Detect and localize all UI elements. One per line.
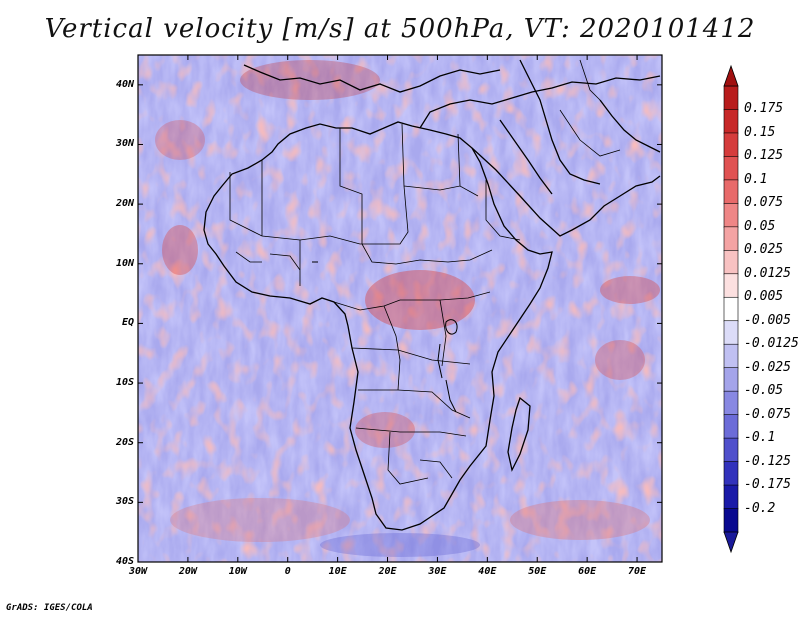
lon-label: 50E <box>528 566 547 577</box>
lat-label: 10N <box>115 257 134 269</box>
lon-label: 10E <box>328 566 347 577</box>
colorbar-swatch <box>723 226 739 252</box>
colorbar-label: 0.1 <box>744 171 768 187</box>
colorbar-bottom-arrow <box>723 531 739 554</box>
map-title: Vertical velocity [m/s] at 500hPa, VT: 2… <box>44 14 756 44</box>
colorbar-swatch <box>723 367 739 392</box>
colorbar-swatch <box>723 179 739 205</box>
colorbar <box>723 64 739 554</box>
lat-label: 40N <box>115 78 134 90</box>
colorbar-label: -0.1 <box>744 430 776 446</box>
colorbar-label: 0.0125 <box>744 265 791 281</box>
lon-label: 20W <box>178 566 197 577</box>
colorbar-label: -0.05 <box>744 383 784 399</box>
plot-frame <box>137 54 663 563</box>
colorbar-label: -0.005 <box>744 312 791 328</box>
colorbar-label: -0.2 <box>744 500 776 516</box>
colorbar-label: 0.075 <box>744 195 784 211</box>
lon-label: 60E <box>578 566 597 577</box>
colorbar-label: 0.175 <box>744 101 784 117</box>
colorbar-label: -0.0125 <box>744 336 799 352</box>
lat-label: 10S <box>115 377 134 389</box>
colorbar-swatch <box>723 320 739 346</box>
colorbar-swatch <box>723 343 739 369</box>
colorbar-swatch <box>723 109 739 134</box>
lon-label: 20E <box>378 566 397 577</box>
lat-label: 30N <box>115 138 134 150</box>
colorbar-swatch <box>723 437 739 463</box>
lon-label: 30E <box>428 566 447 577</box>
lat-label: 20S <box>115 436 134 448</box>
colorbar-swatch <box>723 132 739 158</box>
colorbar-swatch <box>723 273 739 299</box>
velocity-field <box>138 55 662 562</box>
lon-label: 10W <box>228 566 247 577</box>
colorbar-swatch <box>723 461 739 486</box>
colorbar-swatch <box>723 296 739 322</box>
colorbar-label: 0.125 <box>744 148 784 164</box>
colorbar-top-arrow <box>723 64 739 87</box>
colorbar-label: 0.005 <box>744 289 784 305</box>
colorbar-swatch <box>723 508 739 533</box>
colorbar-swatch <box>723 414 739 439</box>
colorbar-swatch <box>723 250 739 275</box>
colorbar-label: 0.025 <box>744 242 784 258</box>
lat-label: 30S <box>115 496 134 508</box>
colorbar-swatch <box>723 484 739 510</box>
colorbar-swatch <box>723 85 739 111</box>
axis-ticks <box>137 55 662 563</box>
colorbar-swatch <box>723 203 739 228</box>
lat-label: 40S <box>115 556 134 567</box>
colorbar-label: -0.175 <box>744 477 791 493</box>
coastlines <box>203 59 661 531</box>
lon-label: 30W <box>128 566 148 577</box>
colorbar-swatch <box>723 390 739 416</box>
lat-label: 20N <box>115 198 134 210</box>
lon-label: 0 <box>284 566 291 577</box>
colorbar-label: -0.075 <box>744 406 791 422</box>
colorbar-label: -0.025 <box>744 359 791 375</box>
credit-text: GrADS: IGES/COLA <box>6 603 93 613</box>
colorbar-label: 0.05 <box>744 218 776 234</box>
colorbar-label: 0.15 <box>744 124 776 140</box>
lon-label: 70E <box>628 566 647 577</box>
colorbar-swatch <box>723 156 739 181</box>
colorbar-label: -0.125 <box>744 453 791 469</box>
lakes <box>312 261 458 413</box>
country-borders <box>229 59 621 485</box>
lon-label: 40E <box>478 566 497 577</box>
lat-label: EQ <box>121 317 134 329</box>
